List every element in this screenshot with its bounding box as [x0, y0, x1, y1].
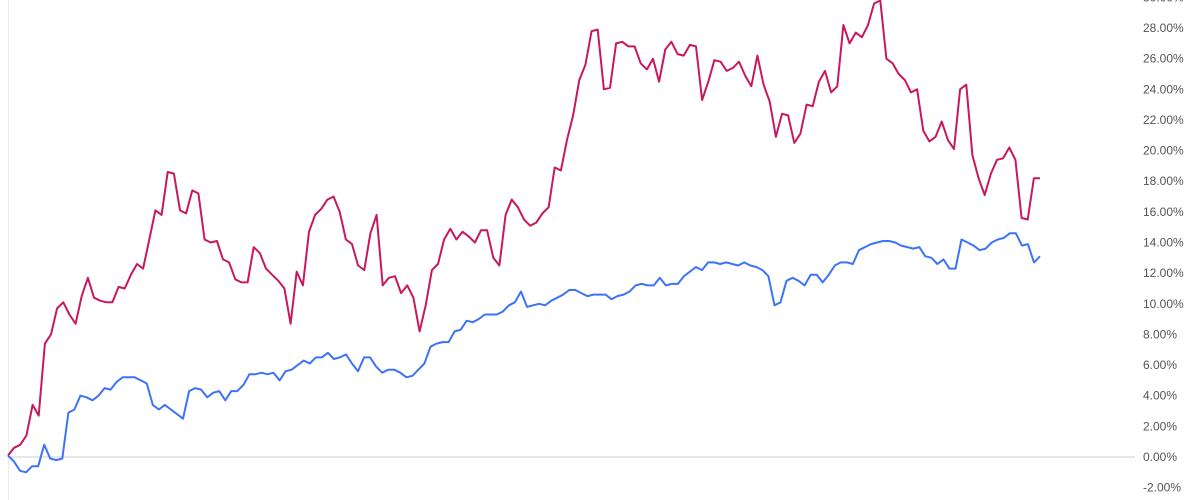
y-tick-label: 24.00%: [1143, 82, 1184, 96]
y-tick-label: 2.00%: [1143, 419, 1177, 433]
y-tick-label: 20.00%: [1143, 144, 1184, 158]
series-line-2: [7, 232, 1041, 474]
y-tick-label: 26.00%: [1143, 52, 1184, 66]
y-tick-label: 0.00%: [1143, 450, 1177, 464]
y-tick-label: 8.00%: [1143, 327, 1177, 341]
y-tick-label: 22.00%: [1143, 113, 1184, 127]
y-tick-label: 4.00%: [1143, 389, 1177, 403]
series-lines: [7, 0, 1041, 474]
y-tick-label: -2.00%: [1143, 481, 1181, 495]
series-line-1: [7, 0, 1040, 457]
y-tick-label: 30.00%: [1143, 0, 1184, 4]
y-tick-label: 6.00%: [1143, 358, 1177, 372]
y-tick-label: 28.00%: [1143, 21, 1184, 35]
y-axis-ticks: 30.00% 28.00% 26.00% 24.00% 22.00% 20.00% 18.0…: [1143, 0, 1184, 495]
y-tick-label: 12.00%: [1143, 266, 1184, 280]
y-tick-label: 10.00%: [1143, 297, 1184, 311]
y-tick-label: 16.00%: [1143, 205, 1184, 219]
y-tick-label: 18.00%: [1143, 174, 1184, 188]
y-tick-label: 14.00%: [1143, 236, 1184, 250]
